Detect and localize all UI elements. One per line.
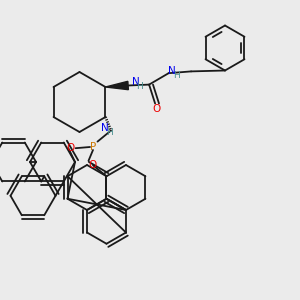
Text: N: N <box>168 66 176 76</box>
Text: H: H <box>106 128 113 137</box>
Text: O: O <box>152 104 161 114</box>
Text: N: N <box>132 77 140 87</box>
Text: H: H <box>136 82 143 91</box>
Text: O: O <box>66 143 75 153</box>
Text: H: H <box>173 71 179 80</box>
Polygon shape <box>106 81 128 90</box>
Text: O: O <box>88 160 96 170</box>
Text: P: P <box>90 142 96 152</box>
Text: N: N <box>101 123 109 134</box>
